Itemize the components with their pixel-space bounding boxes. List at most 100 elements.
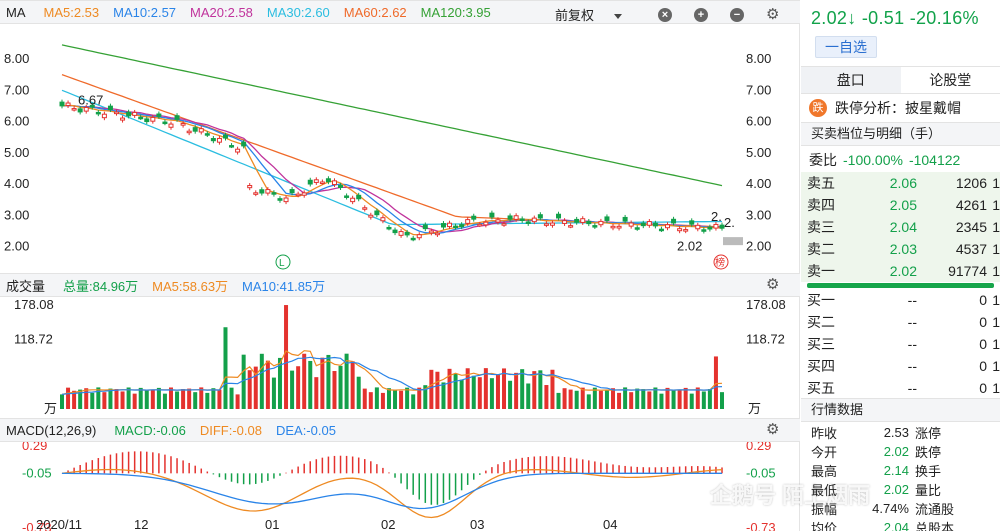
volume-bar bbox=[78, 389, 83, 409]
candle-body bbox=[610, 225, 616, 229]
candle-body bbox=[471, 215, 477, 220]
zoom-out-icon[interactable]: − bbox=[730, 7, 744, 22]
orderbook-extra: 1 bbox=[992, 292, 1000, 308]
adjust-dropdown[interactable]: 前复权 bbox=[555, 5, 636, 23]
orderbook-extra: 1 bbox=[992, 336, 1000, 352]
volume-chart[interactable]: 178.08 178.08 118.72 118.72 万 万 bbox=[0, 297, 800, 418]
candle-body bbox=[313, 179, 319, 183]
close-icon[interactable]: × bbox=[658, 7, 672, 22]
orderbook-volume: 91774 bbox=[948, 263, 987, 279]
volume-bar bbox=[150, 390, 155, 409]
zoom-in-icon[interactable]: + bbox=[694, 7, 708, 22]
candle-body bbox=[162, 121, 168, 125]
price-axis-right-label: 4.00 bbox=[746, 176, 771, 191]
price-axis-right-label: 6.00 bbox=[746, 114, 771, 129]
stat-row: 最高 2.14 换手 bbox=[801, 461, 1000, 480]
stat-value: 4.74% bbox=[872, 501, 909, 516]
candle-body bbox=[543, 223, 549, 226]
stats-title: 行情数据 bbox=[801, 398, 1000, 422]
volume-bar bbox=[144, 390, 149, 409]
candle-body bbox=[132, 111, 138, 116]
volume-bar bbox=[102, 392, 107, 409]
quote-line: 2.02↓ -0.51 -20.16% bbox=[811, 8, 979, 29]
orderbook-row: 卖五 2.06 1206 1 bbox=[801, 172, 1000, 194]
volume-bar bbox=[568, 389, 573, 409]
quote-side-panel: 2.02↓ -0.51 -20.16% 一自选 盘口 论股堂 跌 跌停分析： 披… bbox=[801, 0, 1000, 531]
volume-bar bbox=[326, 354, 331, 409]
orderbook-price: -- bbox=[907, 336, 917, 352]
diff-value: DIFF:-0.08 bbox=[199, 422, 262, 438]
add-watchlist-button[interactable]: 一自选 bbox=[815, 36, 877, 58]
candle-body bbox=[180, 123, 186, 126]
diff-line bbox=[61, 468, 723, 519]
volume-bar bbox=[126, 387, 131, 409]
tab-pankou[interactable]: 盘口 bbox=[801, 67, 901, 93]
price-marker bbox=[723, 237, 743, 246]
candle-body bbox=[325, 178, 331, 183]
gear-icon[interactable]: ⚙ bbox=[766, 421, 780, 438]
macd-axis-left-label: -0.05 bbox=[22, 465, 52, 480]
volume-bar bbox=[223, 327, 228, 409]
high-price-label: 6.67 bbox=[78, 93, 103, 108]
volume-axis-right-label: 178.08 bbox=[746, 297, 786, 312]
candle-body bbox=[398, 231, 404, 236]
gear-icon[interactable]: ⚙ bbox=[766, 5, 780, 23]
volume-bar bbox=[538, 370, 543, 409]
candle-body bbox=[186, 130, 192, 134]
candle-body bbox=[622, 216, 628, 222]
gear-icon[interactable]: ⚙ bbox=[766, 276, 780, 293]
volume-ma5: MA5:58.63万 bbox=[152, 278, 229, 294]
candle-body bbox=[241, 141, 247, 147]
price-axis-left-label: 8.00 bbox=[4, 51, 29, 66]
orderbook-extra: 1 bbox=[992, 380, 1000, 396]
macd-axis-left-label: -0.73 bbox=[22, 520, 52, 531]
volume-ma5-line bbox=[61, 350, 723, 395]
orderbook-price: -- bbox=[907, 380, 917, 396]
ma20-label: MA20:2.58 bbox=[190, 4, 253, 20]
candle-body bbox=[671, 218, 677, 224]
volume-bar bbox=[671, 390, 676, 409]
candle-body bbox=[265, 189, 271, 194]
orderbook-extra: 1 bbox=[992, 197, 1000, 213]
volume-bar bbox=[290, 370, 295, 409]
limit-marker-circle bbox=[275, 254, 291, 270]
ma120-label: MA120:3.95 bbox=[420, 4, 491, 20]
orderbook-row: 买四 -- 0 1 bbox=[801, 355, 1000, 377]
candle-body bbox=[404, 231, 410, 236]
volume-bar bbox=[332, 371, 337, 409]
volume-bar bbox=[453, 373, 458, 409]
candle-body bbox=[271, 192, 277, 195]
price-chart[interactable]: 8.00 8.00 7.00 7.00 6.00 6.00 5.00 5.00 4.00 4.00… bbox=[0, 24, 800, 273]
candle-body bbox=[568, 225, 574, 228]
volume-bar bbox=[247, 370, 252, 409]
volume-axis-right-label: 118.72 bbox=[746, 332, 785, 347]
candle-body bbox=[562, 220, 568, 224]
macd-axis-right-label: -0.05 bbox=[746, 465, 776, 480]
volume-bar bbox=[241, 354, 246, 409]
orderbook-level: 卖五 bbox=[807, 175, 835, 191]
orderbook-price: 2.03 bbox=[889, 241, 917, 257]
limit-marker-label: L bbox=[279, 258, 285, 269]
candle-body bbox=[598, 220, 604, 226]
tab-lungutang[interactable]: 论股堂 bbox=[929, 72, 972, 88]
ma10-line bbox=[61, 104, 723, 234]
volume-bar bbox=[695, 387, 700, 409]
volume-bar bbox=[429, 369, 434, 409]
volume-unit-left: 万 bbox=[44, 401, 57, 416]
candle-body bbox=[574, 218, 580, 223]
limit-analysis[interactable]: 跌 跌停分析： 披星戴帽 bbox=[801, 96, 1000, 120]
kline-chart-area[interactable]: MA MA5:2.53 MA10:2.57 MA20:2.58 MA30:2.6… bbox=[0, 0, 800, 531]
volume-bar bbox=[114, 389, 119, 409]
candle-body bbox=[386, 226, 392, 230]
ma-title: MA bbox=[6, 4, 26, 20]
volume-bar bbox=[641, 389, 646, 409]
volume-bar bbox=[96, 387, 101, 409]
volume-bar bbox=[647, 391, 652, 409]
price-axis-right-label: 8.00 bbox=[746, 51, 771, 66]
candle-body bbox=[107, 105, 113, 111]
ma-legend-bar: MA MA5:2.53 MA10:2.57 MA20:2.58 MA30:2.6… bbox=[0, 0, 800, 24]
orderbook-price: 2.05 bbox=[889, 197, 917, 213]
candle-body bbox=[356, 194, 362, 200]
volume-axis-left-label: 118.72 bbox=[14, 332, 53, 347]
